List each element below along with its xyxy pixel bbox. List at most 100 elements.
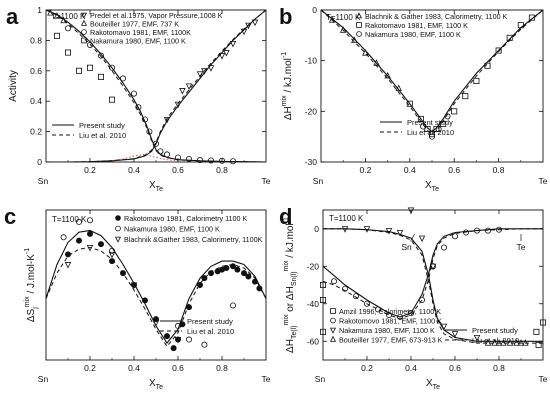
axis-end-label-right: Te [262,374,271,384]
temperature-note: T=1100 K [329,214,364,223]
data-point [517,339,525,346]
legend-label: Liu et al. 2010 [79,131,126,140]
data-point [98,52,105,59]
data-point [245,22,252,30]
data-point [528,14,535,21]
data-point [420,123,427,130]
label-part: / kJ.mol [285,223,296,260]
curve-label: Sn [401,242,412,252]
temperature-note: T=1100 K [326,13,361,22]
data-point [185,336,192,343]
data-point [108,251,116,259]
data-point [462,93,469,100]
data-point [473,334,481,342]
data-point [207,157,214,164]
data-point [109,258,116,265]
data-point [385,228,393,235]
panel-letter: c [4,204,16,229]
data-point [174,322,181,329]
series-line-3 [46,10,266,162]
data-point [87,64,94,71]
label-part: / kJ.mol [283,58,294,95]
legend-label: Present study [407,118,453,127]
data-point [76,237,83,244]
data-point [473,227,480,234]
data-point [201,341,208,348]
series-line-1 [321,10,543,135]
x-tick-label: 0.2 [359,165,371,175]
data-point [170,345,177,352]
label-part: j [32,307,39,310]
data-points-circle-open [65,25,236,165]
panel-letter: d [279,204,292,229]
legend-label: Rakotomavo 1981, EMF, 1100 K [365,21,468,30]
data-point [462,229,469,236]
data-point [353,293,360,300]
data-point [440,244,447,251]
series-group [323,228,543,344]
y-tick-label: 0.6 [30,66,42,76]
label-part: mix [283,260,290,271]
data-point [196,157,203,164]
data-point [229,263,236,270]
y-tick-label: 0 [314,224,319,234]
data-point [320,297,327,304]
data-point [451,233,458,240]
data-point [163,333,170,340]
data-point [331,278,338,285]
data-point [506,339,514,346]
data-point [397,313,404,320]
label-part: X [426,378,433,389]
label-part: Te [156,186,164,193]
panel-letter: a [6,4,19,29]
label-part: -1 [281,52,288,58]
axis-end-label-right: Te [262,176,271,186]
y-tick-label: -40 [307,299,320,309]
data-point [451,108,458,115]
y-tick-label: -10 [305,56,318,66]
data-point [500,339,507,346]
data-point [54,32,61,39]
legend-marker-triangle-down [114,236,122,243]
data-point [435,126,442,133]
data-point [428,133,435,140]
data-point [495,226,502,233]
data-point [229,158,236,165]
data-point [406,100,413,107]
y-axis-label: Activity [8,70,19,102]
temperature-note: T=1100 K [52,215,87,224]
data-point [229,40,237,48]
label-part: Te [432,186,440,193]
x-axis-label: XTe [426,378,440,391]
data-points-square-open [320,282,546,348]
data-point [407,207,415,214]
data-point [152,316,159,323]
data-points-triangle-down [163,19,259,124]
data-point [320,328,327,335]
data-point [251,19,259,27]
data-point [440,121,447,128]
data-point [174,154,181,161]
legend-marker-triangle-down [329,327,337,334]
x-tick-label: 0.4 [128,165,140,175]
data-point [363,226,371,233]
data-point [86,245,94,252]
data-point [386,312,393,319]
legend-label: Liu et al. 2010 [187,327,234,336]
label-part: Sn(l) [291,271,298,286]
legend-label: Rakotomavo 1981, Calorimetry 1100 K [124,214,248,223]
axis-end-label-left: Sn [313,176,324,186]
x-tick-label: 0.8 [216,165,228,175]
data-point [130,282,138,289]
data-point [65,49,72,56]
x-tick-label: 0.4 [405,363,417,373]
data-point [207,65,215,72]
label-part: X [425,180,432,191]
data-point [223,50,230,57]
legend-label: Liu et al. 2010 [472,336,519,345]
data-point [120,270,127,277]
data-point [141,116,148,123]
legend-marker-square-open [330,308,336,314]
data-point [342,285,349,292]
